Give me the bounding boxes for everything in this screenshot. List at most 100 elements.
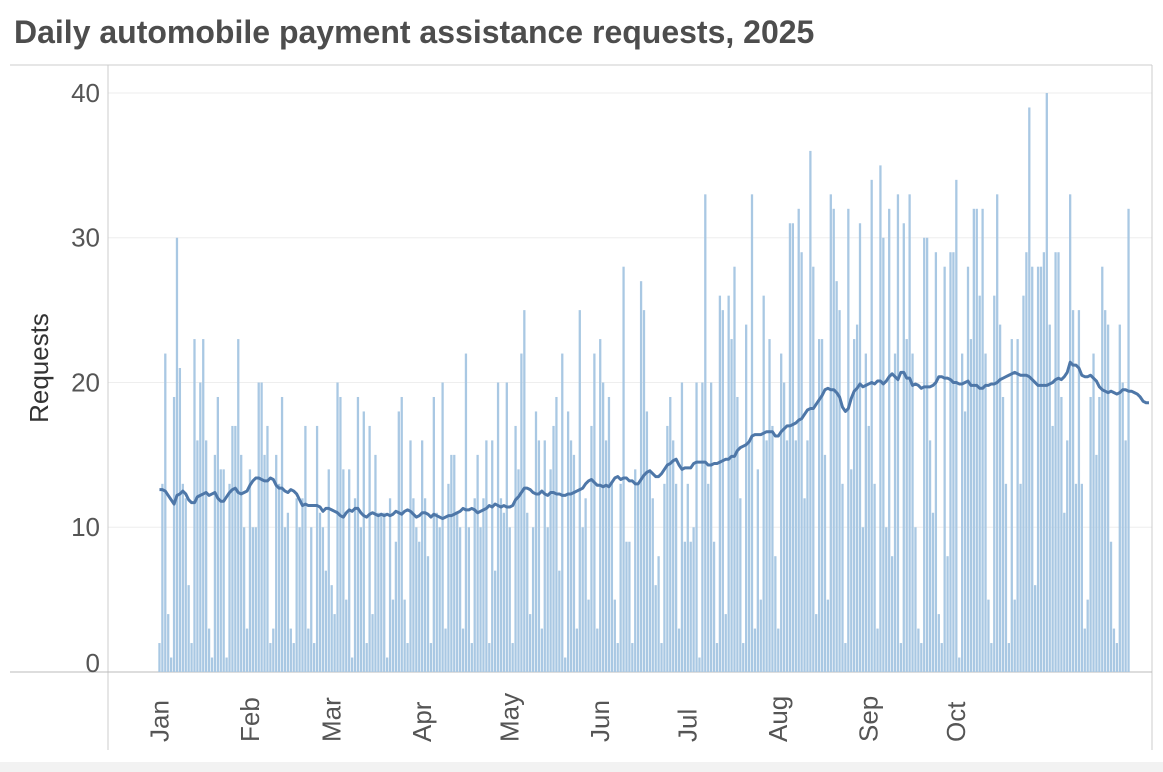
bar xyxy=(456,512,459,672)
bar xyxy=(876,628,879,672)
bar xyxy=(482,498,485,672)
bar xyxy=(251,527,255,672)
bar xyxy=(461,628,465,672)
bar xyxy=(1025,252,1028,673)
bar xyxy=(1034,585,1037,672)
bar xyxy=(820,339,824,672)
bar xyxy=(718,295,722,672)
bar xyxy=(736,396,739,672)
bar xyxy=(669,396,672,672)
bar xyxy=(657,556,660,672)
bar xyxy=(923,237,926,672)
bar xyxy=(1028,107,1031,673)
bar xyxy=(896,194,900,672)
bar xyxy=(631,643,634,672)
bar xyxy=(1042,252,1046,673)
bar xyxy=(978,295,981,672)
bar xyxy=(745,324,748,672)
x-tick-label: Oct xyxy=(941,701,971,742)
y-axis-label: Requests xyxy=(24,313,54,423)
bar xyxy=(698,657,701,672)
bar xyxy=(531,527,535,672)
bar xyxy=(391,599,395,673)
bar xyxy=(780,353,783,672)
bar xyxy=(313,643,316,672)
bar xyxy=(928,440,932,672)
bar xyxy=(981,208,984,673)
bar xyxy=(444,628,447,672)
bar xyxy=(283,527,287,672)
bar xyxy=(520,353,523,672)
bar xyxy=(990,643,993,672)
bar xyxy=(467,527,471,672)
bar xyxy=(724,614,727,672)
bar xyxy=(1098,396,1101,672)
bar xyxy=(972,208,975,673)
bar xyxy=(429,643,433,672)
bar xyxy=(564,657,567,672)
bar xyxy=(695,382,698,672)
bar xyxy=(949,252,952,673)
bar xyxy=(263,454,266,673)
bar xyxy=(1074,483,1078,672)
bar xyxy=(975,208,978,673)
bar xyxy=(610,483,614,672)
bar xyxy=(616,643,619,672)
bar xyxy=(286,512,290,672)
bar xyxy=(800,252,803,673)
bar xyxy=(619,483,622,672)
bar xyxy=(540,628,543,672)
bar xyxy=(911,353,914,672)
bar xyxy=(704,194,707,672)
bar xyxy=(205,440,208,672)
bar xyxy=(327,469,330,672)
bar xyxy=(893,353,897,672)
bar xyxy=(1019,483,1022,672)
bar xyxy=(534,411,538,672)
bar xyxy=(768,339,771,672)
bar xyxy=(841,483,844,672)
bar xyxy=(861,527,865,672)
bar xyxy=(806,440,809,672)
bar xyxy=(1106,324,1110,672)
bar xyxy=(552,425,555,672)
average-line xyxy=(159,360,1149,521)
bar xyxy=(350,657,354,672)
bar xyxy=(237,339,240,672)
bar xyxy=(304,425,307,672)
bar xyxy=(172,396,176,672)
bar xyxy=(596,628,599,672)
bar xyxy=(721,310,724,673)
bar xyxy=(418,541,421,672)
bar xyxy=(403,599,406,673)
bar xyxy=(333,614,336,672)
bar xyxy=(502,512,506,672)
bar xyxy=(759,599,762,673)
bar xyxy=(943,266,946,672)
bar xyxy=(245,628,249,672)
x-tick-label: Jul xyxy=(673,709,703,742)
bar xyxy=(202,339,205,672)
bar xyxy=(575,628,579,672)
bar xyxy=(1089,396,1092,672)
x-axis-ticks: Jan Feb Mar Apr May Jun Jul Aug Sep Oct xyxy=(144,693,971,742)
bar xyxy=(380,512,383,672)
bar xyxy=(505,382,508,672)
bar xyxy=(572,454,576,673)
bar xyxy=(324,570,327,672)
bar xyxy=(788,223,792,672)
bar xyxy=(1022,295,1025,672)
bar xyxy=(1031,266,1034,672)
bar xyxy=(240,454,243,673)
bar xyxy=(438,527,441,672)
bar xyxy=(315,425,319,672)
bar xyxy=(1083,628,1086,672)
bar xyxy=(485,440,488,672)
bar xyxy=(689,541,692,672)
bar xyxy=(1121,382,1124,672)
bar xyxy=(537,440,541,672)
bar xyxy=(707,483,710,672)
bar xyxy=(336,382,339,672)
bar xyxy=(330,585,333,672)
bar xyxy=(196,440,199,672)
